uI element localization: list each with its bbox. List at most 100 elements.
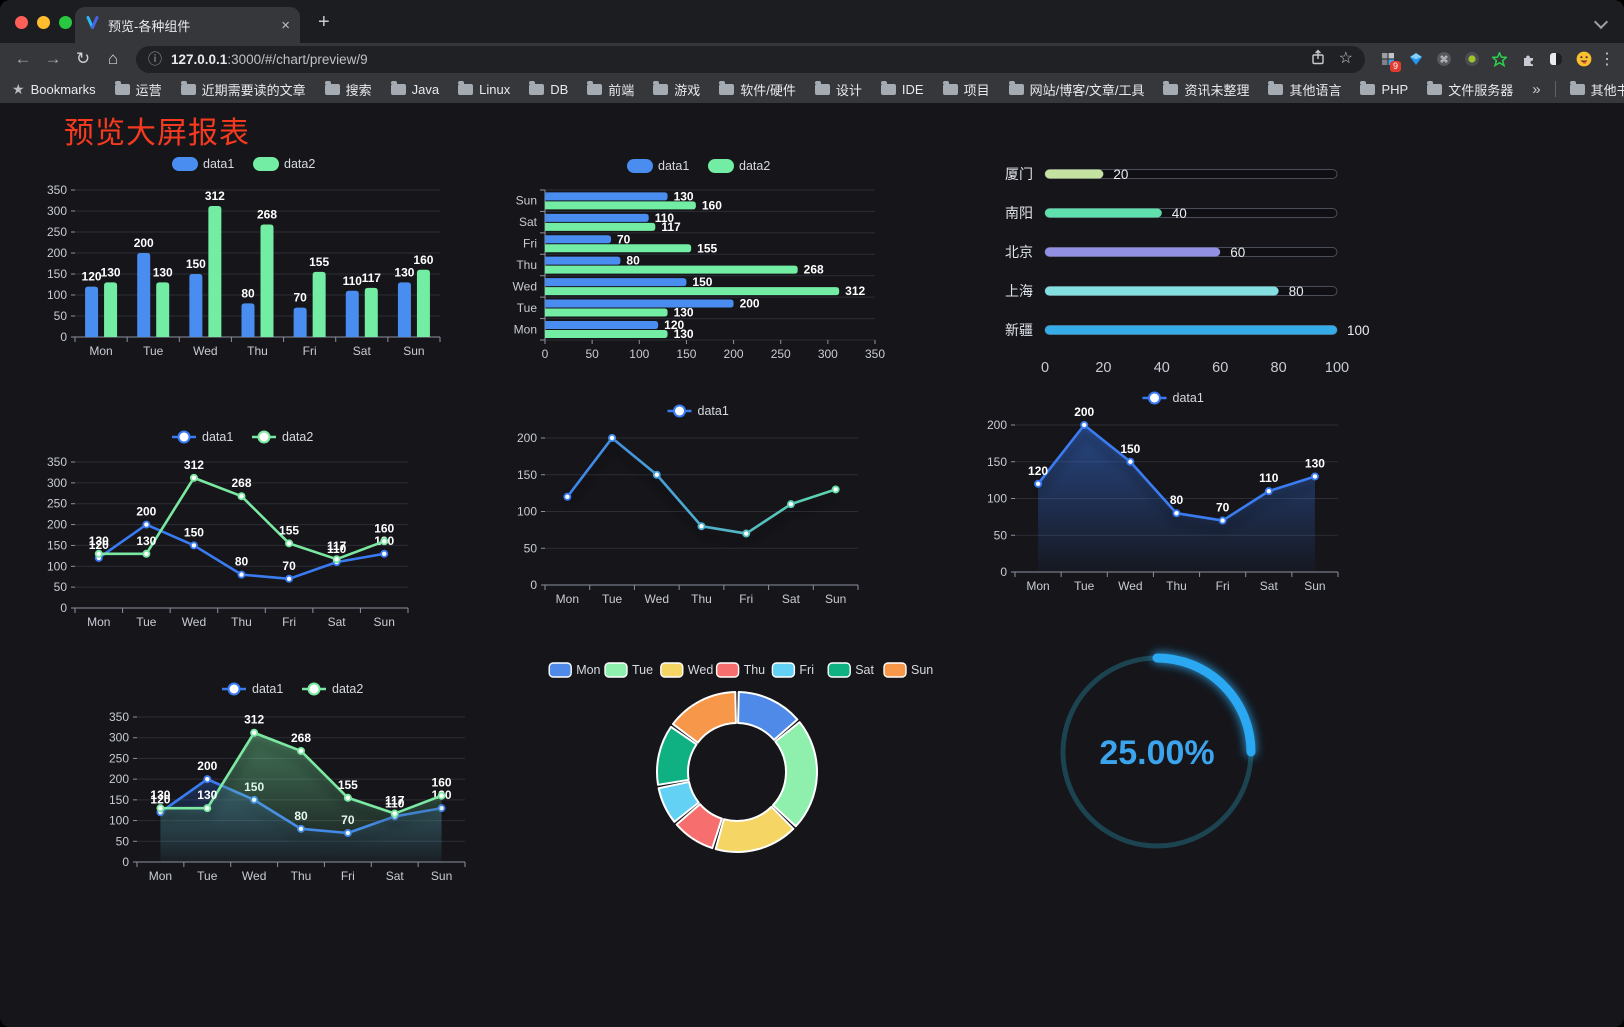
- pie-slice-Tue[interactable]: [772, 721, 818, 828]
- progress-row[interactable]: 南阳 40: [1005, 205, 1338, 221]
- window-minimize-button[interactable]: [37, 16, 50, 29]
- bookmark-folder[interactable]: Linux: [458, 80, 510, 97]
- series-data2[interactable]: 130 130 312 268 155 117 160: [150, 713, 452, 862]
- chart-line-gradient[interactable]: 0 50 100 150 200 Mon Tue Wed Thu Fri Sat Sun data1: [500, 398, 900, 621]
- chart-line-two-series[interactable]: 0 50 100 150 200 250 300 350 Mon Tue Wed Thu Fri Sat S…: [30, 425, 460, 645]
- chart-gauge[interactable]: 25.00%: [1040, 635, 1275, 878]
- url-bar[interactable]: ⓘ 127.0.0.1:3000/#/chart/preview/9 ☆: [136, 45, 1365, 73]
- site-info-icon[interactable]: ⓘ: [148, 51, 162, 67]
- svg-text:Fri: Fri: [739, 592, 753, 606]
- share-icon[interactable]: [1311, 49, 1325, 70]
- bookmark-folder[interactable]: 文件服务器: [1427, 80, 1513, 99]
- bookmarks-manager[interactable]: ★ Bookmarks: [12, 82, 96, 97]
- extension-green-dot-icon[interactable]: [1463, 51, 1480, 68]
- pie-slice-Mon[interactable]: [737, 691, 799, 741]
- bookmark-folder[interactable]: 运营: [114, 80, 162, 99]
- legend-item[interactable]: data2: [302, 682, 363, 696]
- series-data1[interactable]: 120 200 150 80 70 110 130: [89, 505, 395, 583]
- extension-gem-icon[interactable]: [1407, 51, 1424, 68]
- other-bookmarks-button[interactable]: 其他书签: [1569, 80, 1624, 99]
- bookmark-folder[interactable]: 其他语言: [1268, 80, 1341, 99]
- bookmark-folder[interactable]: 搜索: [324, 80, 372, 99]
- extension-grid-icon[interactable]: 9: [1379, 51, 1401, 72]
- pie-slice-Thu[interactable]: [675, 803, 723, 850]
- legend-item[interactable]: Thu: [715, 662, 766, 678]
- browser-menu-icon[interactable]: ⋮: [1599, 51, 1615, 68]
- progress-row[interactable]: 厦门 20: [1005, 166, 1338, 182]
- series-data1[interactable]: 120 200 150 80 70 110 130: [1028, 405, 1325, 572]
- window-zoom-button[interactable]: [59, 16, 72, 29]
- reload-button[interactable]: ↻: [75, 49, 91, 68]
- bookmark-folder[interactable]: 前端: [587, 80, 634, 99]
- bookmark-folder[interactable]: DB: [529, 80, 568, 97]
- series-data2[interactable]: 130 130 312 268 155 117 160: [89, 458, 395, 564]
- legend-item[interactable]: data1: [222, 682, 283, 696]
- legend-item[interactable]: data2: [253, 157, 315, 171]
- extension-dark-reader-icon[interactable]: [1547, 51, 1564, 68]
- legend-item[interactable]: data1: [1142, 391, 1204, 405]
- legend-item[interactable]: Mon: [548, 662, 601, 678]
- extension-emoji-avatar[interactable]: [1575, 51, 1592, 68]
- tabstrip-chevron-icon[interactable]: [1593, 14, 1609, 30]
- chart-grouped-bar-vertical[interactable]: 0 50 100 150 200 250 300 350 Mon Tue Wed Thu Fri Sat S…: [30, 150, 460, 373]
- back-button[interactable]: ←: [14, 49, 32, 68]
- legend-item[interactable]: data1: [627, 159, 689, 173]
- legend-item[interactable]: Fri: [771, 662, 814, 678]
- bookmark-folder[interactable]: Java: [390, 80, 439, 97]
- home-button[interactable]: ⌂: [107, 49, 119, 68]
- svg-text:80: 80: [626, 254, 640, 268]
- legend-item[interactable]: data2: [252, 430, 313, 444]
- legend-item[interactable]: Tue: [604, 662, 653, 678]
- svg-text:80: 80: [235, 555, 249, 569]
- bookmark-folder[interactable]: 设计: [814, 80, 862, 99]
- svg-text:Thu: Thu: [516, 258, 537, 272]
- bookmark-star-icon[interactable]: ☆: [1338, 50, 1353, 67]
- svg-text:Sat: Sat: [782, 592, 801, 606]
- svg-text:data2: data2: [282, 430, 313, 444]
- browser-tab[interactable]: 预览-各种组件 ×: [75, 7, 300, 43]
- url-text[interactable]: 127.0.0.1:3000/#/chart/preview/9: [171, 52, 1294, 67]
- new-tab-button[interactable]: +: [318, 11, 330, 33]
- bookmark-folder[interactable]: 游戏: [653, 80, 700, 99]
- chart-donut[interactable]: Mon Tue Wed Thu Fri Sat Sun: [545, 655, 935, 908]
- forward-button[interactable]: →: [44, 49, 62, 68]
- tab-close-icon[interactable]: ×: [281, 16, 290, 34]
- series-data1[interactable]: 130 110 70 80 150 200 120: [545, 189, 760, 332]
- bookmark-folder[interactable]: 网站/博客/文章/工具: [1008, 80, 1144, 99]
- series-data1[interactable]: [563, 434, 840, 538]
- chart-grouped-bar-horizontal[interactable]: 0 50 100 150 200 250 300 350 Sun Sat Fri Thu Wed Tue M…: [500, 150, 900, 373]
- chart-area-two-series[interactable]: 0 50 100 150 200 250 300 350 Mon Tue Wed Thu Fri Sat S…: [95, 677, 495, 897]
- progress-row[interactable]: 北京 60: [1005, 244, 1338, 260]
- pie-slice-Wed[interactable]: [714, 805, 795, 853]
- bookmarks-overflow-button[interactable]: »: [1532, 80, 1541, 98]
- bookmark-folder[interactable]: 近期需要读的文章: [180, 80, 306, 99]
- series-data2[interactable]: 130 130 312 268 155 117 160: [101, 189, 434, 337]
- bookmark-folder[interactable]: IDE: [880, 80, 924, 97]
- legend-item[interactable]: Sun: [883, 662, 933, 678]
- bookmark-folder[interactable]: 资讯未整理: [1163, 80, 1249, 99]
- bookmark-folder[interactable]: 软件/硬件: [719, 80, 796, 99]
- pie-slice-Sun[interactable]: [671, 691, 737, 744]
- progress-row[interactable]: 上海 80: [1005, 283, 1338, 299]
- chart-progress-bars[interactable]: 厦门 20 南阳 40 北京 60 上海 80 新疆 100 0 20 40 60 80 100: [980, 150, 1390, 395]
- pie-slice-Sat[interactable]: [656, 725, 698, 786]
- series-data2[interactable]: 160 117 155 268 312 130 130: [545, 198, 866, 341]
- extension-command-icon[interactable]: ⌘: [1435, 51, 1452, 68]
- bookmark-folder[interactable]: PHP: [1360, 80, 1408, 97]
- legend-item[interactable]: data1: [667, 404, 729, 418]
- legend-item[interactable]: Wed: [660, 662, 714, 678]
- extension-star-icon[interactable]: [1491, 51, 1508, 68]
- series-data1[interactable]: 120 200 150 80 70 110 130: [82, 236, 415, 337]
- window-close-button[interactable]: [15, 16, 28, 29]
- legend-item[interactable]: Sat: [827, 662, 874, 678]
- legend-item[interactable]: data2: [708, 159, 770, 173]
- pie-slice-Fri[interactable]: [657, 780, 700, 823]
- bookmark-folder[interactable]: 项目: [942, 80, 990, 99]
- legend-item[interactable]: data1: [172, 430, 233, 444]
- folder-icon: [942, 80, 958, 95]
- progress-row[interactable]: 新疆 100: [1005, 322, 1370, 338]
- legend-item[interactable]: data1: [172, 157, 234, 171]
- svg-text:200: 200: [740, 297, 760, 311]
- chart-area-single[interactable]: 0 50 100 150 200 Mon Tue Wed Thu Fri Sat Sun 120 200 1…: [975, 385, 1375, 608]
- extension-puzzle-icon[interactable]: [1519, 51, 1536, 68]
